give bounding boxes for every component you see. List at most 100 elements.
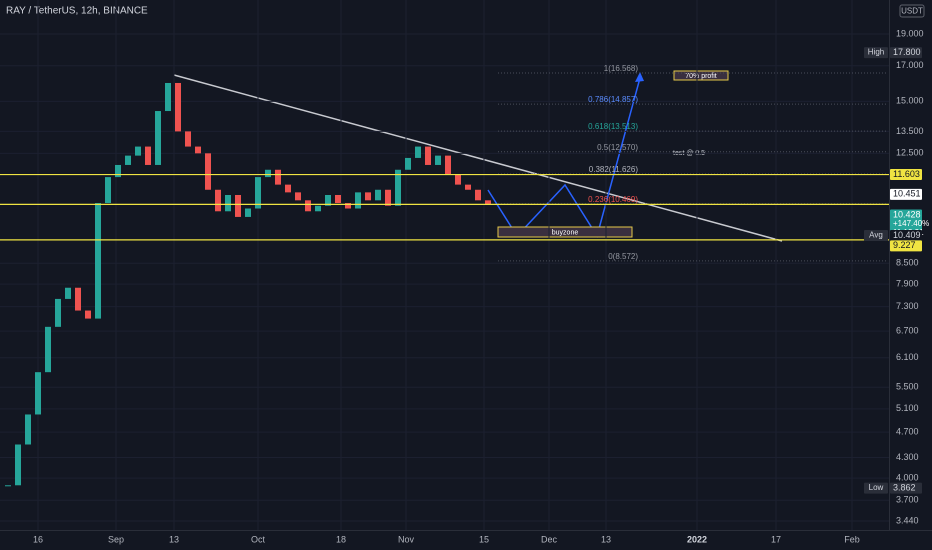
time-label: 13 (169, 534, 179, 544)
profit-label: 70% profit (685, 73, 717, 80)
badge-tag-label: High (868, 48, 884, 57)
candle (215, 189, 221, 212)
price-tick-label: 13.500 (896, 126, 924, 136)
fib-label: 0(8.572) (608, 252, 638, 261)
badge-tag-label: Avg (869, 231, 883, 240)
price-badge-label: 10.428 (893, 209, 921, 219)
candle (205, 153, 211, 190)
price-badge (890, 240, 922, 252)
candle (15, 444, 21, 486)
price-tick-label: 12.500 (896, 148, 924, 158)
candle (185, 131, 191, 147)
price-tick-label: 8.500 (896, 258, 919, 268)
time-label: 13 (601, 534, 611, 544)
candle (45, 326, 51, 373)
price-tick-label: 6.700 (896, 325, 919, 335)
price-badge (890, 47, 922, 59)
symbol-title: RAY / TetherUS, 12h, BINANCE (6, 6, 148, 17)
price-badge (890, 188, 922, 200)
candle (445, 155, 451, 175)
price-tick-label: 4.000 (896, 472, 919, 482)
candle (395, 169, 401, 206)
price-tick-label: 7.300 (896, 301, 919, 311)
candle (95, 203, 101, 319)
fib-label: 0.5(12.570) (597, 143, 638, 152)
candle (75, 287, 81, 311)
candle (235, 194, 241, 217)
currency-box[interactable] (899, 4, 925, 18)
time-label: Dec (541, 534, 558, 544)
candle (295, 192, 301, 201)
candle (245, 208, 251, 217)
price-tick-label: 15.000 (896, 96, 924, 106)
badge-tag (864, 482, 888, 494)
price-tick-label: 5.500 (896, 382, 919, 392)
fib-label: 1(16.568) (604, 64, 639, 73)
price-tick-label: 4.700 (896, 426, 919, 436)
currency-label[interactable]: USDT (901, 7, 923, 16)
time-label: Sep (108, 534, 124, 544)
candle (275, 169, 281, 185)
time-label: Nov (398, 534, 415, 544)
time-label: 15 (479, 534, 489, 544)
time-label: 17 (771, 534, 781, 544)
price-tick-label: 3.440 (896, 515, 919, 525)
candle (315, 205, 321, 212)
projection-path (487, 77, 641, 238)
candle (465, 184, 471, 190)
buyzone-box (497, 226, 633, 238)
price-tick-label: 7.900 (896, 278, 919, 288)
candle (85, 310, 91, 319)
candle (355, 192, 361, 209)
price-badge-label: 9.227 (893, 240, 916, 250)
candle (105, 177, 111, 204)
badge-tag (864, 47, 888, 59)
time-label: 16 (33, 534, 43, 544)
candle (195, 146, 201, 154)
price-tick-label: 4.300 (896, 452, 919, 462)
time-label: Feb (844, 534, 860, 544)
price-tick-label: 6.100 (896, 352, 919, 362)
candle (255, 177, 261, 209)
candle (25, 414, 31, 445)
candle (155, 111, 161, 165)
fib-label: 0.618(13.513) (588, 122, 638, 131)
price-badge-label: 10.451 (893, 189, 921, 199)
candle (285, 184, 291, 193)
time-label: Oct (251, 534, 266, 544)
projection-arrow (635, 72, 644, 82)
candle (325, 194, 331, 206)
candle (415, 146, 421, 158)
candle (35, 372, 41, 415)
profit-box (673, 70, 729, 81)
candle (335, 194, 341, 204)
time-label: 2022 (687, 534, 707, 544)
price-badge (890, 482, 922, 494)
price-badge (890, 230, 922, 242)
buyzone-label: buyzone (552, 229, 579, 236)
candle (305, 200, 311, 212)
candle (145, 146, 151, 165)
candle (375, 189, 381, 201)
candle (135, 146, 141, 156)
candle (165, 82, 171, 112)
badge-tag (864, 230, 888, 242)
candle (385, 189, 391, 206)
badge-tag-label: Low (869, 483, 884, 492)
candle (485, 200, 491, 205)
fib-label: 0.236(10.469) (588, 195, 638, 204)
candle (435, 155, 441, 165)
candle (405, 157, 411, 170)
candle (5, 485, 11, 487)
candle (225, 194, 231, 212)
price-badge-label: 3.862 (893, 482, 916, 492)
time-label: 18 (336, 534, 346, 544)
candle (175, 82, 181, 132)
candle (265, 169, 271, 178)
candle (125, 155, 131, 165)
price-change: +147.40% (893, 219, 929, 228)
price-badge-label: 11.603 (893, 169, 920, 179)
candle (365, 192, 371, 201)
